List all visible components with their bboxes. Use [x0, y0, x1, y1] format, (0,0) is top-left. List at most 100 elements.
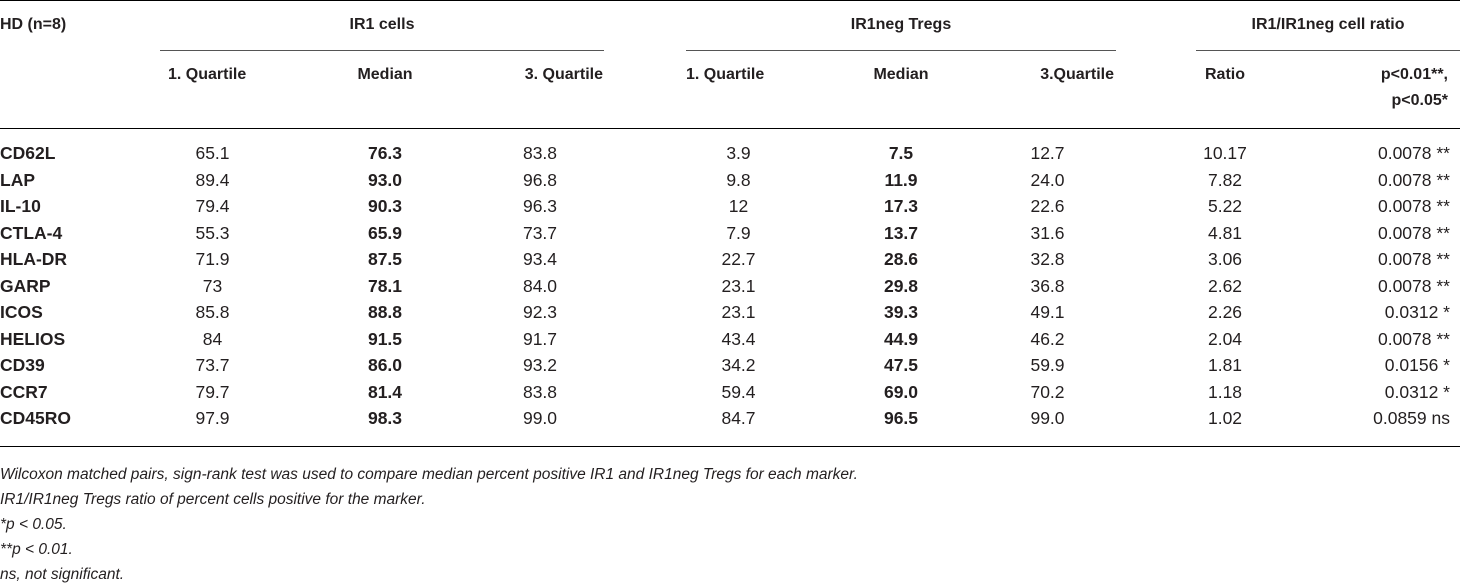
ir1-q1-cell: 73 — [202, 275, 223, 296]
marker-cell: GARP — [0, 275, 51, 296]
marker-cell: LAP — [0, 169, 35, 190]
pvalue-cell: 0.0859 ns — [1373, 408, 1450, 428]
neg-q1-cell: 84.7 — [721, 408, 756, 428]
neg-q3-cell: 59.9 — [1030, 355, 1065, 375]
col-header-ir1-q1: 1. Quartile — [168, 66, 247, 83]
ir1-q3-cell: 91.7 — [522, 328, 558, 349]
group-underline-ir1 — [160, 50, 604, 51]
neg-q1-cell: 43.4 — [721, 328, 756, 349]
ir1-median-cell: 93.0 — [367, 169, 403, 190]
marker-cell: CCR7 — [0, 381, 48, 402]
footnote: IR1/IR1neg Tregs ratio of percent cells … — [0, 491, 426, 508]
ir1-median-cell: 88.8 — [367, 302, 403, 322]
neg-q1-cell: 9.8 — [726, 169, 751, 190]
ir1-q1-cell: 55.3 — [195, 222, 230, 243]
ir1-q1-cell: 71.9 — [195, 249, 230, 269]
neg-median-cell: 11.9 — [884, 169, 918, 190]
group-underline-ir1neg — [686, 50, 1116, 51]
neg-q3-cell: 12.7 — [1030, 143, 1065, 163]
neg-q3-cell: 46.2 — [1030, 328, 1065, 349]
col-header-pvalue-line2: p<0.05* — [1391, 92, 1448, 109]
ir1-q3-cell: 84.0 — [522, 275, 558, 296]
neg-median-cell: 96.5 — [883, 408, 919, 428]
col-header-pvalue-line1: p<0.01**, — [1380, 66, 1448, 83]
pvalue-cell: 0.0156 * — [1384, 355, 1450, 375]
ir1-q3-cell: 73.7 — [522, 222, 558, 243]
ir1-median-cell: 65.9 — [367, 222, 403, 243]
ratio-cell: 1.02 — [1207, 408, 1243, 428]
ir1-q1-cell: 84 — [202, 328, 223, 349]
marker-cell: CTLA-4 — [0, 222, 63, 243]
neg-q3-cell: 99.0 — [1030, 408, 1065, 428]
marker-cell: CD39 — [0, 355, 45, 375]
ir1-q1-cell: 97.9 — [195, 408, 230, 428]
neg-q3-cell: 36.8 — [1030, 275, 1065, 296]
marker-cell: CD62L — [0, 143, 56, 163]
group-underline-ratio — [1196, 50, 1460, 51]
table-header-rule — [0, 128, 1460, 129]
ratio-cell: 3.06 — [1207, 249, 1243, 269]
ir1-median-cell: 86.0 — [367, 355, 403, 375]
ir1-median-cell: 91.5 — [367, 328, 403, 349]
neg-q1-cell: 34.2 — [721, 355, 756, 375]
col-header-neg-median: Median — [873, 66, 929, 83]
pvalue-cell: 0.0078 ** — [1377, 196, 1450, 216]
ratio-cell: 1.81 — [1207, 355, 1243, 375]
neg-median-cell: 69.0 — [883, 381, 919, 402]
ir1-q1-cell: 85.8 — [195, 302, 230, 322]
neg-q3-cell: 22.6 — [1030, 196, 1065, 216]
neg-q3-cell: 24.0 — [1030, 169, 1065, 190]
marker-cell: IL-10 — [0, 196, 41, 216]
ir1-median-cell: 87.5 — [367, 249, 403, 269]
ratio-cell: 1.18 — [1207, 381, 1243, 402]
ratio-cell: 7.82 — [1207, 169, 1243, 190]
ir1-q1-cell: 89.4 — [195, 169, 230, 190]
group-header-ratio: IR1/IR1neg cell ratio — [1251, 16, 1405, 33]
neg-median-cell: 29.8 — [883, 275, 919, 296]
ir1-q3-cell: 93.4 — [522, 249, 558, 269]
ratio-cell: 2.26 — [1207, 302, 1243, 322]
table-bottom-rule — [0, 446, 1460, 447]
neg-median-cell: 47.5 — [883, 355, 919, 375]
pvalue-cell: 0.0078 ** — [1377, 222, 1450, 243]
footnote: ns, not significant. — [0, 566, 125, 583]
ir1-q1-cell: 79.4 — [195, 196, 230, 216]
group-header-ir1neg-tregs: IR1neg Tregs — [850, 16, 952, 33]
ratio-cell: 5.22 — [1207, 196, 1243, 216]
corner-label: HD (n=8) — [0, 16, 67, 33]
col-header-ratio: Ratio — [1205, 66, 1245, 83]
marker-cell: HELIOS — [0, 328, 66, 349]
pvalue-cell: 0.0312 * — [1384, 381, 1450, 402]
neg-q1-cell: 23.1 — [721, 275, 756, 296]
pvalue-cell: 0.0078 ** — [1377, 169, 1450, 190]
neg-q3-cell: 70.2 — [1030, 381, 1065, 402]
marker-cell: ICOS — [0, 302, 43, 322]
ir1-median-cell: 76.3 — [367, 143, 403, 163]
ir1-median-cell: 98.3 — [367, 408, 403, 428]
ir1-q3-cell: 99.0 — [522, 408, 558, 428]
neg-median-cell: 7.5 — [888, 143, 914, 163]
pvalue-cell: 0.0078 ** — [1377, 275, 1450, 296]
ir1-q1-cell: 73.7 — [195, 355, 230, 375]
ratio-cell: 4.81 — [1207, 222, 1243, 243]
neg-q1-cell: 22.7 — [721, 249, 756, 269]
ir1-q3-cell: 83.8 — [522, 143, 558, 163]
footnote: **p < 0.01. — [0, 541, 73, 558]
marker-cell: CD45RO — [0, 408, 71, 428]
ir1-q1-cell: 79.7 — [195, 381, 230, 402]
neg-q3-cell: 32.8 — [1030, 249, 1065, 269]
group-header-ir1-cells: IR1 cells — [349, 16, 415, 33]
neg-q1-cell: 59.4 — [721, 381, 756, 402]
neg-q1-cell: 7.9 — [726, 222, 751, 243]
ir1-q3-cell: 83.8 — [522, 381, 558, 402]
ratio-cell: 2.04 — [1207, 328, 1243, 349]
pvalue-cell: 0.0078 ** — [1377, 328, 1450, 349]
table-footnotes: Wilcoxon matched pairs, sign-rank test w… — [0, 462, 858, 587]
ir1-median-cell: 78.1 — [367, 275, 403, 296]
ir1-q3-cell: 92.3 — [522, 302, 558, 322]
neg-median-cell: 44.9 — [883, 328, 919, 349]
neg-median-cell: 39.3 — [883, 302, 919, 322]
ir1-median-cell: 81.4 — [367, 381, 403, 402]
pvalue-cell: 0.0078 ** — [1377, 249, 1450, 269]
